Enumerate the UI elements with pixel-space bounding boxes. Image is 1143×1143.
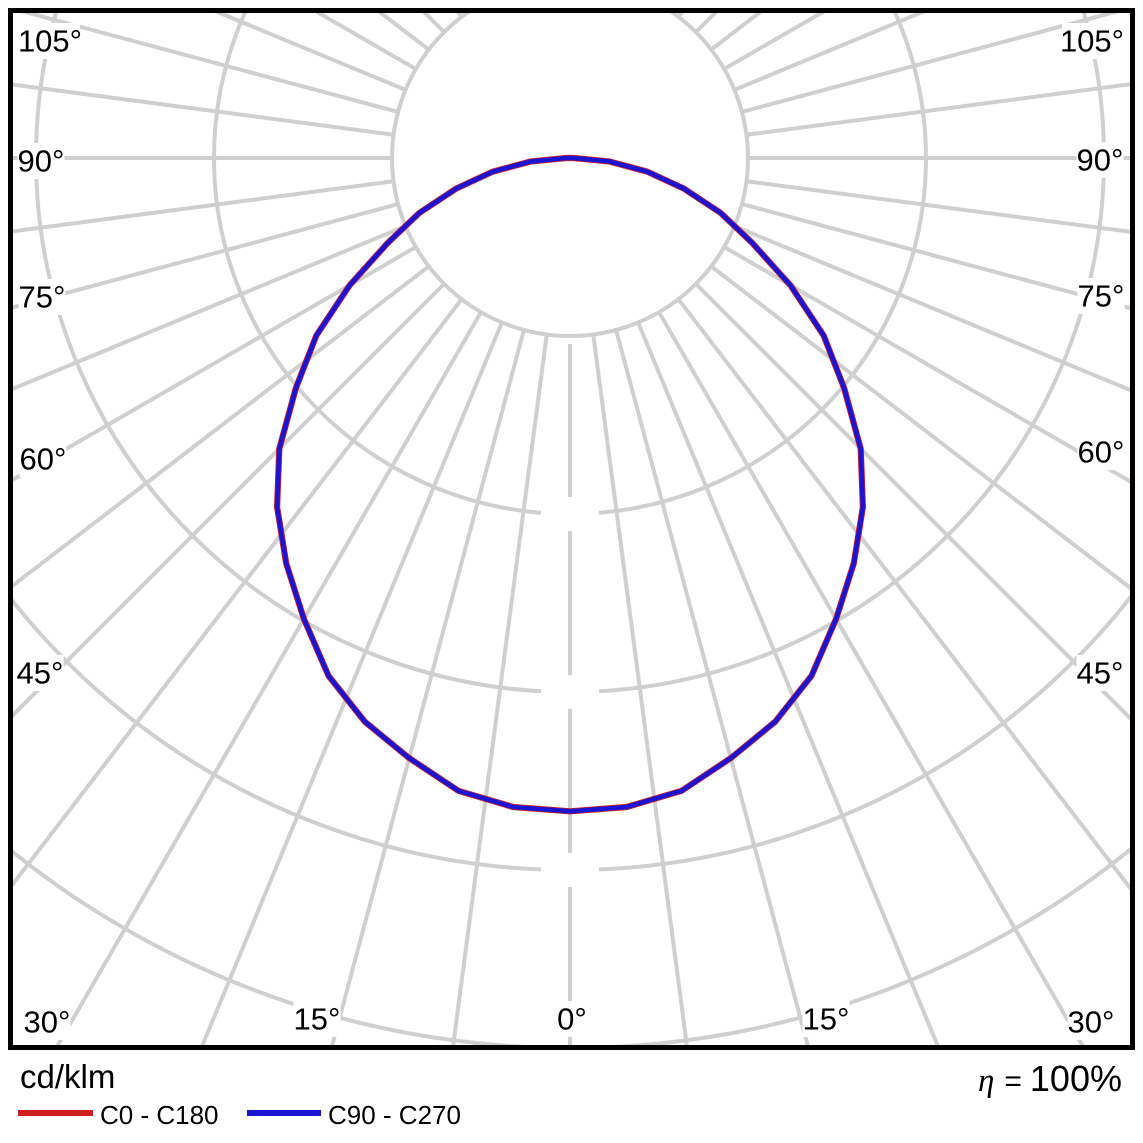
angle-tick-label: 75° <box>19 280 66 315</box>
axis-gap-box <box>541 497 599 531</box>
grid-radial-line <box>746 179 1130 234</box>
grid-radial-line <box>199 321 504 1047</box>
grid-radial-line <box>657 311 1086 1047</box>
angle-label-box <box>19 441 67 477</box>
unit-label: cd/klm <box>20 1058 116 1095</box>
grid-ring <box>390 13 750 338</box>
angle-label-box <box>1067 1004 1115 1040</box>
angle-tick-label: 30° <box>24 1005 71 1040</box>
grid-radial-line <box>741 202 1130 311</box>
grid-radial-line <box>733 224 1130 393</box>
angle-label-box <box>293 1001 341 1037</box>
angle-tick-label: 15° <box>294 1002 341 1037</box>
diagram-frame <box>8 8 1135 1050</box>
angle-tick-label: 45° <box>1077 656 1124 691</box>
grid-radial-line <box>13 179 394 234</box>
grid-radial-line <box>450 334 549 1047</box>
grid-radial-line <box>13 82 394 137</box>
grid-radial-line <box>13 297 464 888</box>
angle-label-box <box>1076 142 1124 178</box>
axis-gap-box <box>541 853 599 887</box>
angle-tick-label: 90° <box>1077 143 1124 178</box>
angle-label-box <box>1076 655 1124 691</box>
grid-radial-line <box>741 13 1119 114</box>
axis-gap-box <box>541 675 599 709</box>
eta-symbol: η <box>978 1063 995 1099</box>
eta-equals: = <box>1004 1065 1022 1098</box>
angle-tick-label: 45° <box>17 656 64 691</box>
grid-radial-line <box>21 13 399 114</box>
grid-radial-line <box>54 311 483 1047</box>
angle-label-box <box>802 1001 850 1037</box>
angle-tick-label: 30° <box>1068 1005 1115 1040</box>
grid-radial-line <box>746 82 1130 137</box>
legend-swatch-c0-c180 <box>18 1110 93 1116</box>
grid-radial-line <box>723 245 1130 484</box>
angle-tick-label: 75° <box>1078 279 1125 314</box>
angle-label-box <box>1077 434 1125 470</box>
legend-label-c90-c270: C90 - C270 <box>328 1100 461 1130</box>
angle-tick-label: 15° <box>803 1002 850 1037</box>
grid-radial-line <box>13 224 407 391</box>
grid-radial-line <box>636 321 941 1047</box>
light-output-ratio: η = 100% <box>978 1058 1122 1100</box>
angle-tick-label: 105° <box>18 24 82 59</box>
angle-tick-label: 105° <box>1060 24 1124 59</box>
angle-label-box <box>17 143 65 179</box>
angle-label-box <box>16 655 64 691</box>
grid-radial-line <box>0 0 481 4</box>
angle-label-box <box>23 1004 71 1040</box>
angle-labels: 105° 90° 75° 60° 45° 30° 105° 90° 75° 60° 45° 30° 15… <box>16 23 1125 1040</box>
legend-swatch-c90-c270 <box>247 1110 321 1116</box>
angle-label-box <box>555 1001 589 1037</box>
grid-radial-line <box>591 334 690 1047</box>
angle-tick-label: 60° <box>1078 435 1125 470</box>
legend-label-c0-c180: C0 - C180 <box>100 1100 219 1130</box>
eta-value: 100% <box>1029 1058 1122 1099</box>
angle-tick-label: 60° <box>20 442 67 477</box>
angle-label-box <box>1077 278 1125 314</box>
photometric-curve-c90-c270 <box>274 155 866 814</box>
angle-label-box <box>1062 23 1122 59</box>
angle-tick-label: 90° <box>18 144 65 179</box>
grid-radial-line <box>676 297 1130 892</box>
angle-label-box <box>20 23 80 59</box>
grid-radial-line <box>13 264 431 588</box>
grid-radial-line <box>13 202 399 310</box>
angle-label-box <box>18 279 66 315</box>
angle-tick-label: 0° <box>557 1002 587 1037</box>
grid-radial-line <box>659 0 1143 4</box>
curve-group <box>274 154 867 815</box>
grid-radial-line <box>614 329 811 1047</box>
grid-radial-line <box>709 264 1130 591</box>
grid-radial-line <box>13 245 417 482</box>
